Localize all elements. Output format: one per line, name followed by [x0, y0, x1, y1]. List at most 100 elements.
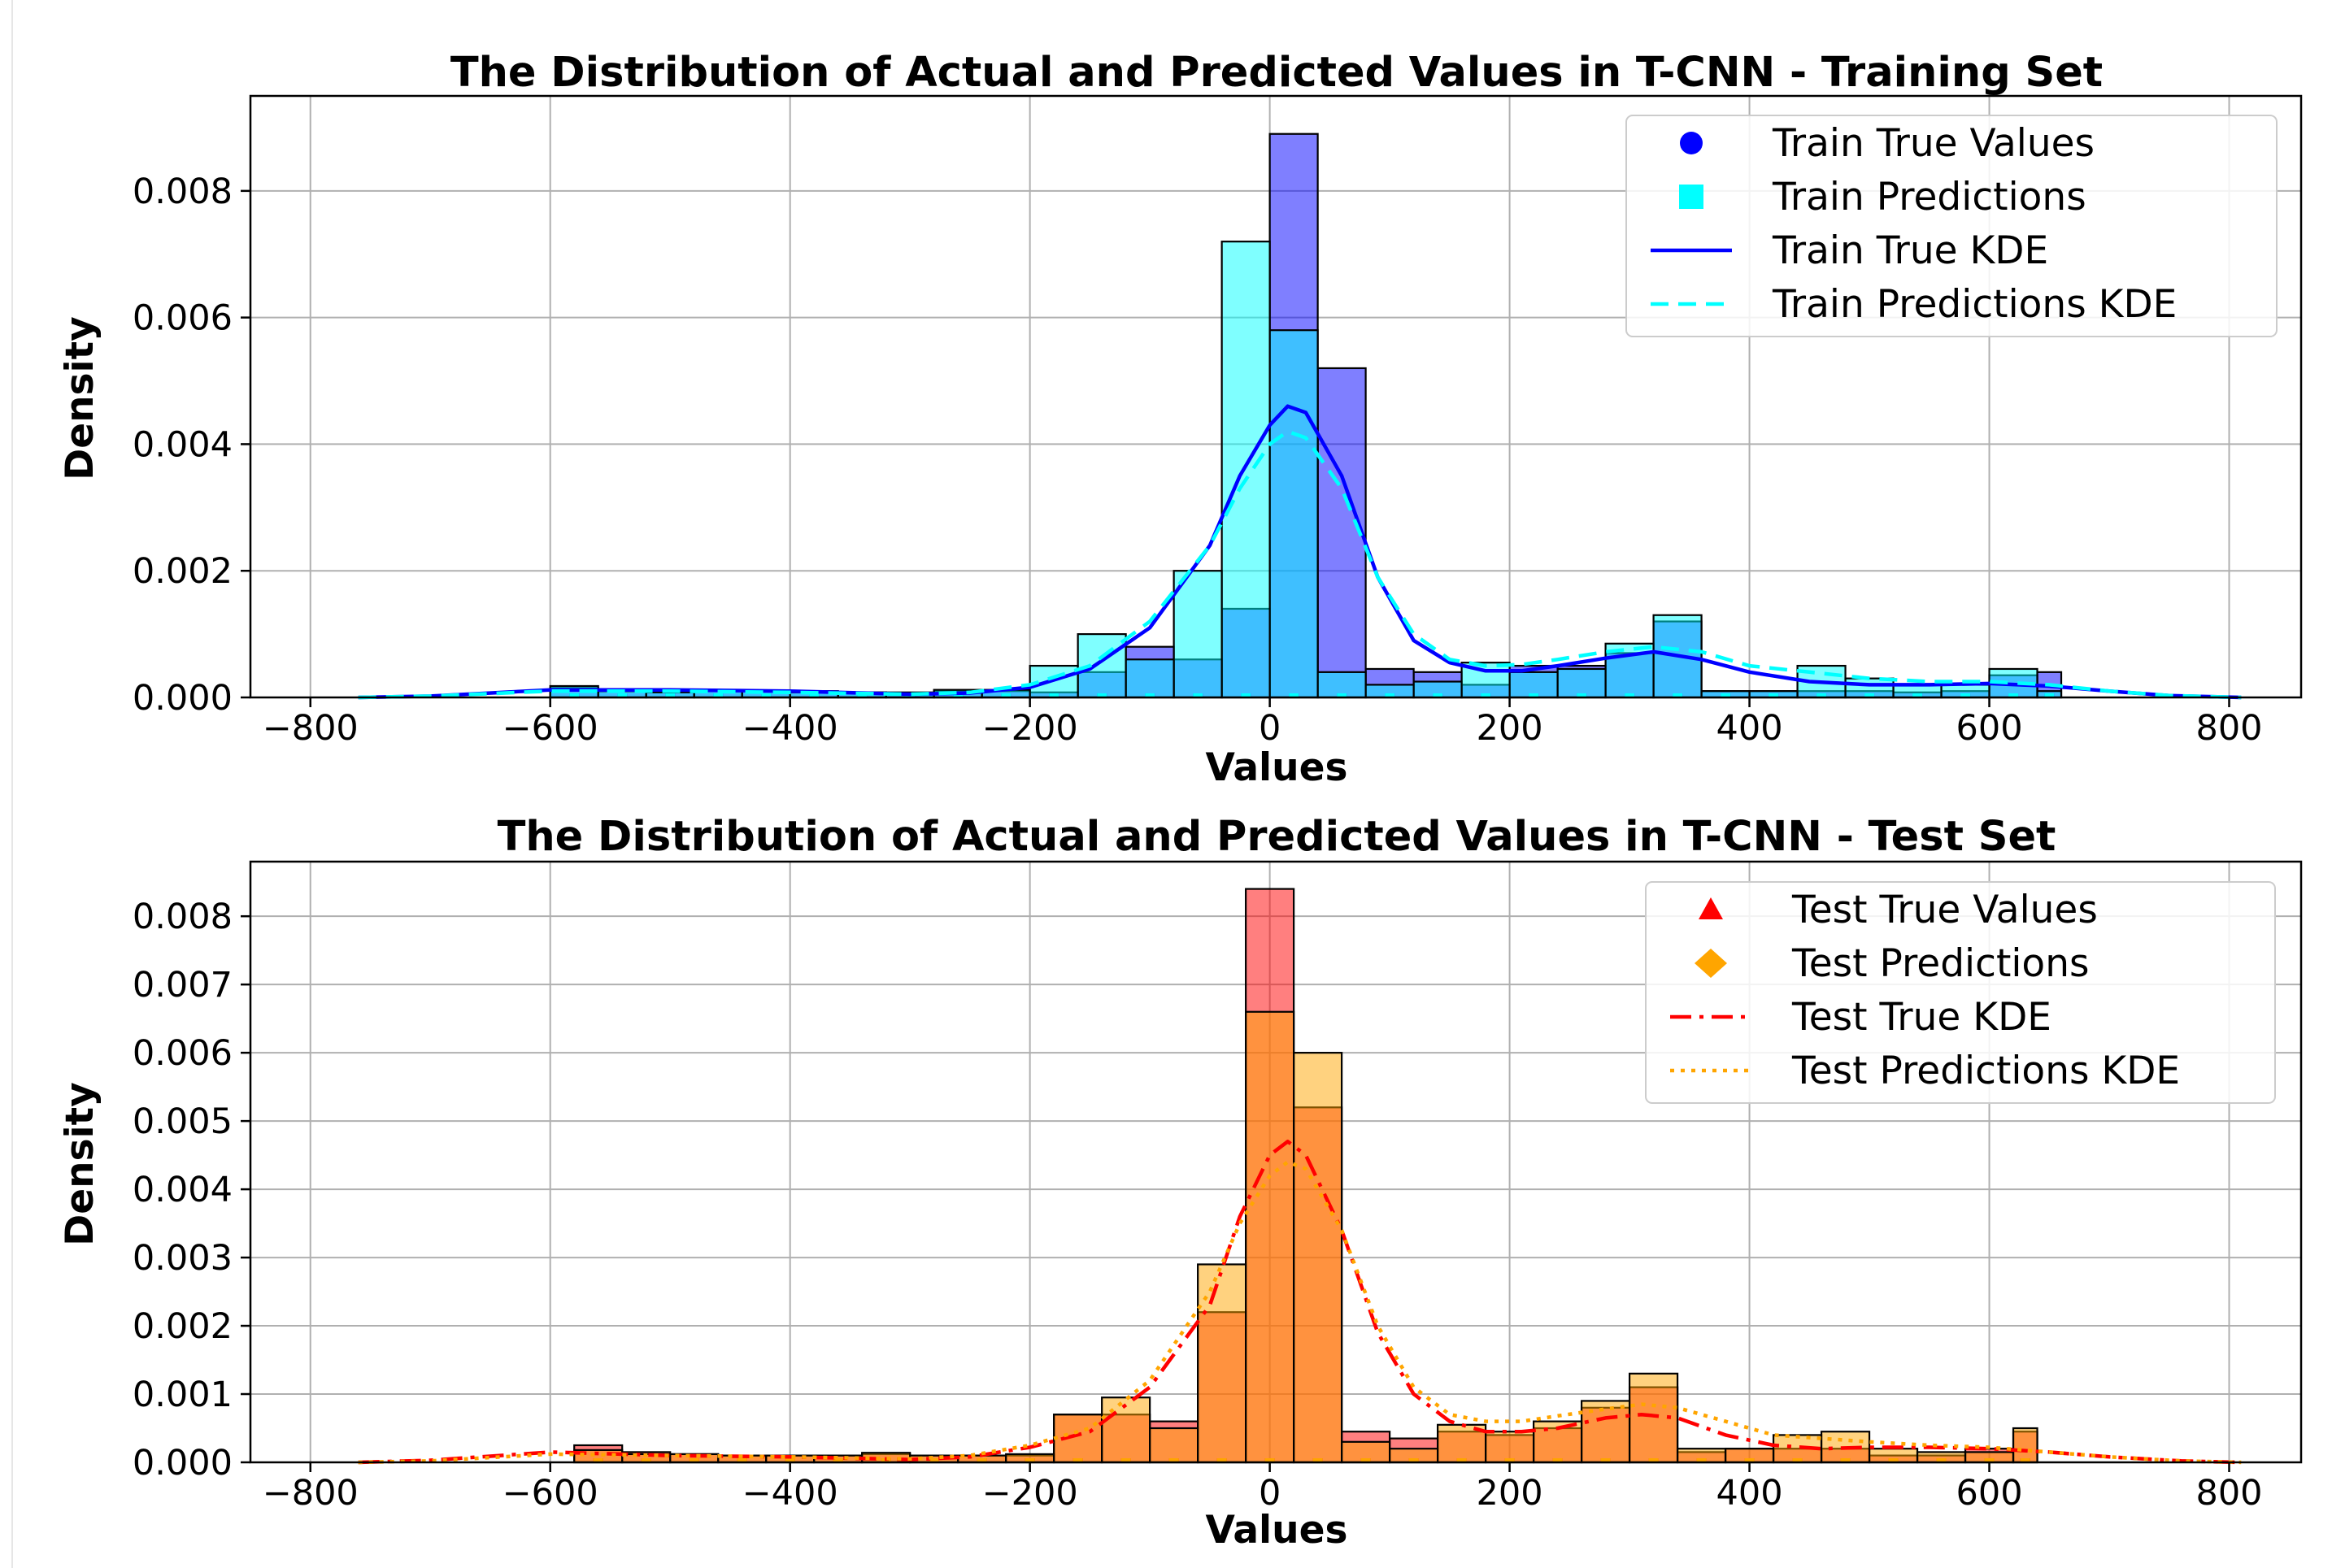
test-rug-test-predictions — [2020, 1458, 2030, 1462]
test-rug-test-predictions — [1744, 1458, 1755, 1462]
training-bar-train-predictions — [1125, 658, 1175, 699]
test-legend-label: Test True Values — [1791, 888, 2098, 932]
test-bar-test-predictions — [1293, 1052, 1343, 1464]
training-rug-train-predictions — [713, 693, 724, 697]
training-bar-train-predictions — [1508, 671, 1559, 699]
test-ytick-label: 0.002 — [133, 1306, 233, 1347]
training-bar-train-predictions — [1556, 667, 1607, 699]
training-rug-train-predictions — [1049, 693, 1059, 697]
training-rug-train-predictions — [1816, 693, 1827, 697]
test-legend: Test True Values Test Predictions Test Tru… — [1645, 881, 2276, 1104]
training-rug-train-predictions — [953, 693, 964, 697]
training-rug-train-predictions — [1145, 693, 1155, 697]
test-chart-xlabel: Values — [1206, 1508, 1348, 1553]
training-rug-train-predictions — [1481, 693, 1491, 697]
training-rug-train-predictions — [1769, 693, 1779, 697]
training-rug-train-predictions — [1193, 693, 1203, 697]
training-legend-label: Train Predictions KDE — [1772, 282, 2177, 327]
training-legend-label: Train True KDE — [1772, 228, 2048, 273]
test-xtick-label: −600 — [503, 1473, 598, 1514]
test-rug-test-predictions — [1360, 1458, 1371, 1462]
test-bar-test-predictions — [1101, 1396, 1151, 1464]
test-xtick-label: −800 — [263, 1473, 359, 1514]
training-xtick-label: 200 — [1477, 708, 1543, 749]
test-axes-frame — [249, 860, 2303, 1464]
test-bar-test-predictions — [2012, 1427, 2038, 1464]
test-rug-test-predictions — [1216, 1458, 1227, 1462]
test-ytick-label: 0.006 — [133, 1033, 233, 1074]
test-rug-test-predictions — [1264, 1458, 1275, 1462]
training-kde-train-predictions-kde — [358, 429, 2242, 700]
test-rug-test-predictions — [785, 1458, 795, 1462]
training-rug-train-predictions — [1337, 693, 1347, 697]
test-rug-test-predictions — [1696, 1458, 1707, 1462]
test-bar-test-predictions — [1149, 1427, 1199, 1464]
training-bar-train-predictions — [1173, 570, 1223, 699]
training-xtick-label: −200 — [982, 708, 1078, 749]
page-left-rule — [11, 0, 13, 1568]
training-rug-train-predictions — [665, 693, 676, 697]
test-bar-test-predictions — [1245, 1010, 1295, 1464]
training-legend-box — [1625, 115, 2278, 337]
test-rug-test-predictions — [1984, 1458, 1995, 1462]
training-chart-ylabel: Density — [58, 316, 102, 480]
training-rug-train-predictions — [761, 693, 772, 697]
test-kde-test-true-kde — [358, 1140, 2242, 1465]
test-xtick-label: −200 — [982, 1473, 1078, 1514]
test-xtick-label: 200 — [1477, 1473, 1543, 1514]
test-ytick-label: 0.000 — [133, 1443, 233, 1483]
test-chart-title: The Distribution of Actual and Predicted… — [498, 813, 2056, 861]
training-rug-train-predictions — [2044, 693, 2055, 697]
training-rug-train-predictions — [2008, 693, 2019, 697]
test-rug-test-predictions — [1840, 1458, 1851, 1462]
training-xtick-label: 400 — [1716, 708, 1783, 749]
test-rug-test-predictions — [929, 1458, 939, 1462]
test-rug-test-predictions — [1168, 1458, 1179, 1462]
training-xtick-label: −400 — [742, 708, 838, 749]
test-rug-test-predictions — [1408, 1458, 1419, 1462]
test-legend-handle-test-true-values — [1699, 897, 1723, 919]
training-bar-train-predictions — [1220, 241, 1271, 699]
test-rug-test-predictions — [1888, 1458, 1899, 1462]
training-ytick-label: 0.002 — [133, 551, 233, 592]
training-ytick-label: 0.004 — [133, 424, 233, 465]
training-rug-train-predictions — [1241, 693, 1251, 697]
training-rug-train-predictions — [1721, 693, 1731, 697]
test-rug-test-predictions — [1936, 1458, 1947, 1462]
training-legend-handle-train-predictions — [1679, 185, 1703, 209]
test-xtick-label: 600 — [1956, 1473, 2022, 1514]
training-rug-train-predictions — [1960, 693, 1971, 697]
training-legend-label: Train True Values — [1772, 121, 2095, 166]
training-chart: The Distribution of Actual and Predicted… — [58, 49, 2303, 790]
training-rug-train-predictions — [1097, 693, 1107, 697]
test-chart-ylabel: Density — [58, 1082, 102, 1246]
test-ytick-label: 0.005 — [133, 1101, 233, 1142]
test-rug-test-predictions — [1072, 1458, 1083, 1462]
test-legend-box — [1645, 881, 2276, 1104]
test-kde-test-predictions-kde — [358, 1160, 2242, 1465]
training-rug-train-predictions — [809, 693, 820, 697]
test-ytick-label: 0.004 — [133, 1170, 233, 1210]
test-rug-test-predictions — [1552, 1458, 1563, 1462]
training-ytick-label: 0.000 — [133, 678, 233, 719]
training-xtick-label: −600 — [503, 708, 598, 749]
test-chart: The Distribution of Actual and Predicted… — [58, 813, 2303, 1553]
test-rug-test-predictions — [1456, 1458, 1467, 1462]
training-legend-handle-train-true-values — [1680, 132, 1703, 154]
training-ytick-label: 0.006 — [133, 298, 233, 339]
test-rug-test-predictions — [1792, 1458, 1803, 1462]
test-ytick-label: 0.001 — [133, 1375, 233, 1415]
test-legend-label: Test True KDE — [1791, 995, 2051, 1040]
training-legend-label: Train Predictions — [1772, 175, 2086, 219]
test-xtick-label: 800 — [2195, 1473, 2262, 1514]
training-xtick-label: 600 — [1956, 708, 2022, 749]
test-ytick-label: 0.008 — [133, 897, 233, 937]
test-legend-handle-test-predictions — [1695, 949, 1727, 978]
test-rug-test-predictions — [593, 1458, 603, 1462]
test-xtick-label: −400 — [742, 1473, 838, 1514]
test-rug-test-predictions — [1648, 1458, 1659, 1462]
training-rug-train-predictions — [1433, 693, 1443, 697]
training-bar-train-predictions — [1268, 329, 1319, 699]
training-chart-xlabel: Values — [1206, 745, 1348, 790]
